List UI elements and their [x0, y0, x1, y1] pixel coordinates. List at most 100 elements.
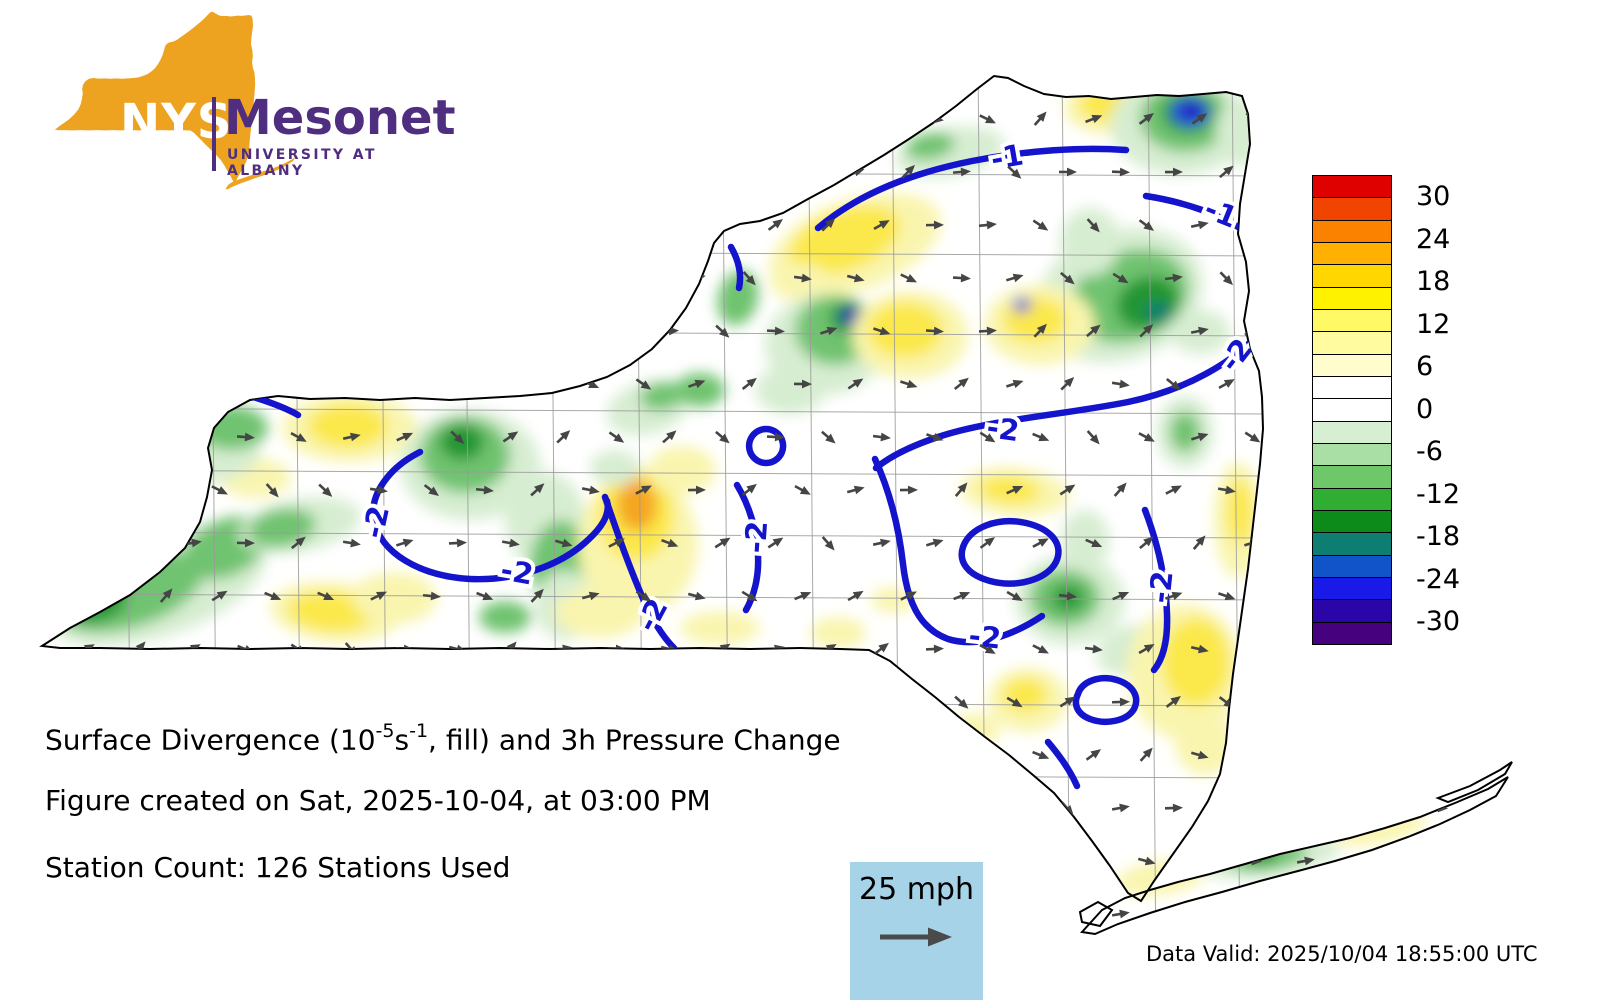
wind-arrow [1456, 644, 1473, 654]
wind-arrow [1138, 219, 1155, 231]
colorbar [1312, 175, 1392, 645]
wind-arrow [1431, 377, 1446, 391]
wind-arrow [1484, 483, 1499, 497]
wind-arrow [290, 536, 306, 550]
wind-arrow [979, 537, 996, 549]
wind-arrow [1164, 273, 1183, 283]
wind-arrow [318, 483, 333, 497]
wind-arrow [954, 482, 968, 497]
wind-arrow [582, 696, 599, 708]
wind-arrow [1403, 325, 1420, 337]
wind-arrow [874, 747, 888, 762]
wind-arrow [660, 114, 679, 124]
wind-arrow [979, 643, 996, 654]
colorbar-cell [1313, 219, 1391, 242]
wind-arrow [1085, 114, 1103, 124]
wind-arrow [767, 537, 784, 549]
wind-arrow [263, 909, 282, 919]
wind-arrow [236, 957, 255, 976]
wind-arrow [608, 324, 624, 337]
wind-arrow [369, 485, 388, 495]
divergence-fill-region [789, 205, 901, 275]
wind-arrow [1190, 750, 1209, 760]
wind-arrow [1323, 58, 1343, 76]
wind-arrow [556, 430, 571, 444]
county-boundary [42, 531, 1271, 539]
wind-arrow [900, 273, 918, 283]
wind-arrow [1456, 432, 1473, 443]
wind-arrow [1509, 116, 1512, 125]
wind-arrow [342, 958, 360, 977]
colorbar-cell [1313, 308, 1391, 332]
wind-arrow [634, 57, 654, 74]
wind-arrow [794, 485, 811, 495]
wind-arrow [212, 694, 226, 709]
wind-arrow [821, 430, 836, 444]
wind-arrow [317, 697, 335, 707]
wind-arrow [1084, 959, 1104, 975]
wind-arrow [1376, 803, 1395, 813]
wind-arrow [1483, 696, 1500, 708]
divergence-fill-region [770, 263, 830, 301]
wind-arrow [210, 909, 229, 919]
wind-arrow [978, 220, 997, 230]
colorbar-cell [1313, 465, 1391, 488]
wind-arrow [872, 432, 891, 442]
divergence-fill-region [905, 132, 955, 160]
wind-arrow [1192, 535, 1206, 550]
wind-arrow [873, 642, 889, 655]
wind-arrow [635, 485, 652, 495]
divergence-fill-region [1013, 298, 1031, 312]
wind-arrow [289, 957, 307, 976]
wind-arrow [1191, 113, 1208, 125]
divergence-fill-region [867, 302, 943, 358]
wind-arrow [502, 219, 519, 231]
pressure-contour-line [1072, 675, 1140, 725]
wind-arrow [1111, 697, 1130, 707]
colorbar-cell [1313, 621, 1391, 644]
divergence-fill-region [1061, 510, 1109, 570]
divergence-fill-region [675, 373, 725, 407]
wind-arrow [1296, 750, 1315, 760]
wind-arrow [422, 167, 441, 177]
wind-arrow [872, 114, 891, 124]
wind-arrow [1218, 591, 1236, 601]
wind-arrow [1378, 695, 1393, 709]
wind-arrow [53, 907, 67, 922]
wind-arrow [1112, 591, 1130, 601]
wind-arrow [795, 907, 810, 921]
wind-arrow [502, 431, 519, 443]
wind-arrow [1455, 856, 1474, 866]
colorbar-cell [1313, 487, 1391, 510]
wind-arrow [1272, 483, 1287, 497]
county-boundary [42, 469, 1271, 477]
wind-arrow [342, 538, 361, 548]
wind-arrow [131, 430, 147, 444]
wind-arrow [1218, 909, 1236, 919]
wind-arrow [1164, 167, 1183, 177]
wind-arrow [448, 538, 467, 548]
colorbar-cell [1313, 442, 1391, 466]
wind-arrow [370, 379, 388, 389]
wind-arrow [1244, 749, 1261, 761]
wind-arrow [501, 538, 520, 548]
wind-arrow [130, 220, 149, 230]
wind-arrow [899, 57, 918, 76]
logo-university-text: UNIVERSITY AT ALBANY [227, 147, 377, 179]
wind-arrow [236, 432, 255, 442]
pressure-contour-line [871, 455, 1046, 646]
wind-arrow [740, 56, 758, 75]
wind-arrow [78, 220, 96, 230]
wind-arrow [1482, 57, 1500, 76]
wind-arrow [581, 591, 600, 601]
station-count-text: Station Count: 126 Stations Used [45, 851, 511, 884]
wind-arrow [953, 60, 972, 71]
wind-arrow [529, 696, 546, 708]
wind-arrow [317, 591, 335, 601]
wind-arrow [289, 220, 308, 230]
wind-arrow [211, 485, 228, 495]
wind-arrow [1058, 59, 1078, 73]
wind-arrow [767, 856, 785, 866]
wind-arrow [342, 432, 361, 442]
